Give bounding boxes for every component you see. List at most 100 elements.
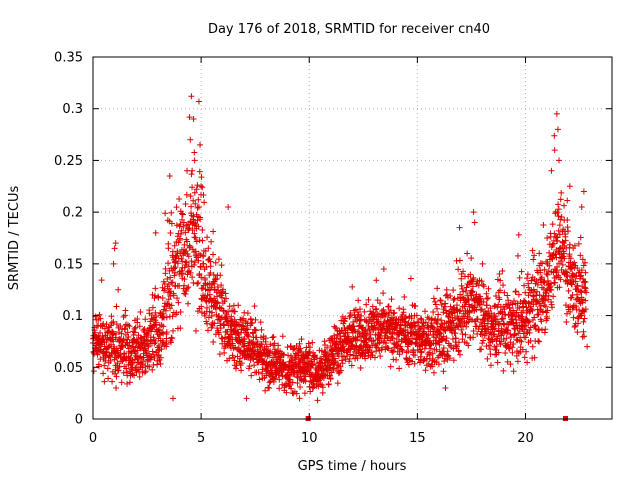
data-point <box>195 196 202 203</box>
data-point <box>169 313 176 320</box>
data-point <box>231 308 238 315</box>
data-point <box>454 343 461 350</box>
data-point <box>479 331 486 338</box>
data-point <box>225 203 232 210</box>
data-point <box>433 346 440 353</box>
data-point <box>137 309 144 316</box>
data-point <box>257 344 264 351</box>
data-point <box>434 305 441 312</box>
data-point <box>347 351 354 358</box>
data-point <box>176 236 183 243</box>
data-point <box>301 390 308 397</box>
data-point <box>204 327 211 334</box>
data-point <box>226 337 233 344</box>
data-point <box>218 282 225 289</box>
data-point <box>191 222 198 229</box>
data-point <box>452 342 459 349</box>
data-point <box>215 331 222 338</box>
data-point <box>110 260 117 267</box>
data-point <box>187 136 194 143</box>
data-point <box>540 279 547 286</box>
data-point <box>510 341 517 348</box>
data-point <box>145 343 152 350</box>
data-point <box>356 317 363 324</box>
data-point <box>193 238 200 245</box>
data-point <box>208 309 215 316</box>
data-point <box>432 301 439 308</box>
data-point <box>177 325 184 332</box>
data-point <box>417 315 424 322</box>
data-point <box>411 360 418 367</box>
data-point <box>355 347 362 354</box>
data-point <box>183 247 190 254</box>
data-point <box>125 333 132 340</box>
data-point <box>111 245 118 252</box>
data-point <box>557 216 564 223</box>
data-point <box>493 293 500 299</box>
data-point <box>309 361 316 368</box>
data-point <box>287 381 294 388</box>
data-point <box>195 223 202 230</box>
data-point <box>483 290 490 297</box>
data-point <box>269 334 276 341</box>
data-point <box>558 189 565 196</box>
data-point <box>188 210 195 217</box>
data-point <box>456 257 463 264</box>
data-point <box>536 292 543 299</box>
data-point <box>319 384 326 391</box>
data-point <box>556 157 563 164</box>
chart-title: Day 176 of 2018, SRMTID for receiver cn4… <box>208 22 490 37</box>
data-point <box>178 210 185 217</box>
data-point <box>380 266 387 273</box>
data-point <box>110 338 117 345</box>
data-point <box>189 167 196 174</box>
data-point <box>345 333 352 340</box>
data-point <box>443 335 450 342</box>
data-point <box>450 287 457 294</box>
data-point <box>146 363 153 370</box>
data-point <box>480 281 487 288</box>
data-point <box>271 376 278 383</box>
data-point <box>412 322 419 329</box>
data-point <box>529 307 536 314</box>
data-point <box>226 303 233 310</box>
data-point <box>177 221 184 228</box>
data-point <box>136 323 143 330</box>
data-point <box>355 297 362 304</box>
data-point <box>578 267 585 274</box>
data-point <box>429 363 436 370</box>
data-point <box>396 351 403 358</box>
data-point <box>179 258 186 265</box>
data-point <box>523 348 530 355</box>
data-point <box>470 209 477 216</box>
data-point <box>444 348 451 355</box>
data-point <box>533 278 540 285</box>
data-point <box>101 325 108 332</box>
data-point <box>474 316 481 323</box>
data-point <box>442 300 449 307</box>
data-point <box>410 348 417 355</box>
data-point <box>371 324 378 331</box>
data-point <box>347 312 354 319</box>
data-point <box>184 285 191 292</box>
data-point <box>338 367 345 374</box>
data-point <box>553 269 560 276</box>
data-point <box>181 276 188 283</box>
data-point <box>500 315 507 322</box>
data-point <box>142 347 149 354</box>
data-point <box>237 355 244 362</box>
data-point <box>544 315 551 322</box>
data-point <box>220 286 227 293</box>
data-point <box>390 310 397 317</box>
data-point <box>306 344 313 351</box>
data-point <box>471 219 478 226</box>
data-point <box>200 191 207 198</box>
data-point <box>131 372 138 379</box>
data-point <box>217 272 224 279</box>
data-point <box>159 294 166 301</box>
data-point <box>349 283 356 290</box>
data-point <box>412 303 419 310</box>
data-point <box>181 282 188 289</box>
data-point <box>113 373 120 380</box>
data-point <box>442 384 449 391</box>
